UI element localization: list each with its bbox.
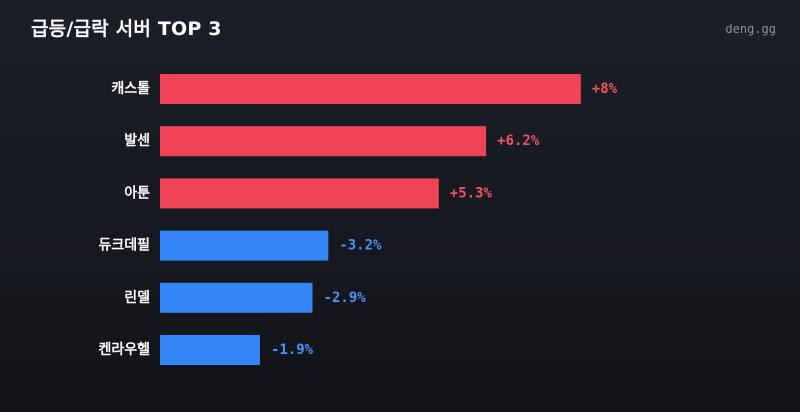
value-label: -1.9% — [271, 342, 314, 358]
category-label: 캐스톨 — [111, 80, 150, 97]
bar-down — [160, 282, 313, 313]
value-label: +8% — [592, 81, 618, 97]
category-label: 켄라우헬 — [98, 341, 150, 358]
chart-title: 급등/급락 서버 TOP 3 — [31, 18, 222, 40]
value-label: -3.2% — [339, 238, 382, 254]
value-label: +5.3% — [450, 185, 493, 201]
category-label: 발센 — [124, 132, 150, 149]
category-label: 린델 — [124, 289, 150, 306]
category-label: 아툰 — [124, 184, 150, 201]
bar-down — [160, 335, 260, 365]
bar-up — [160, 74, 581, 104]
bar-down — [160, 230, 329, 261]
value-label: +6.2% — [497, 133, 540, 149]
category-label: 듀크데필 — [98, 237, 150, 254]
value-label: -2.9% — [324, 290, 367, 306]
site-watermark: deng.gg — [725, 22, 776, 36]
bar-up — [160, 178, 439, 209]
bar-up — [160, 126, 487, 157]
